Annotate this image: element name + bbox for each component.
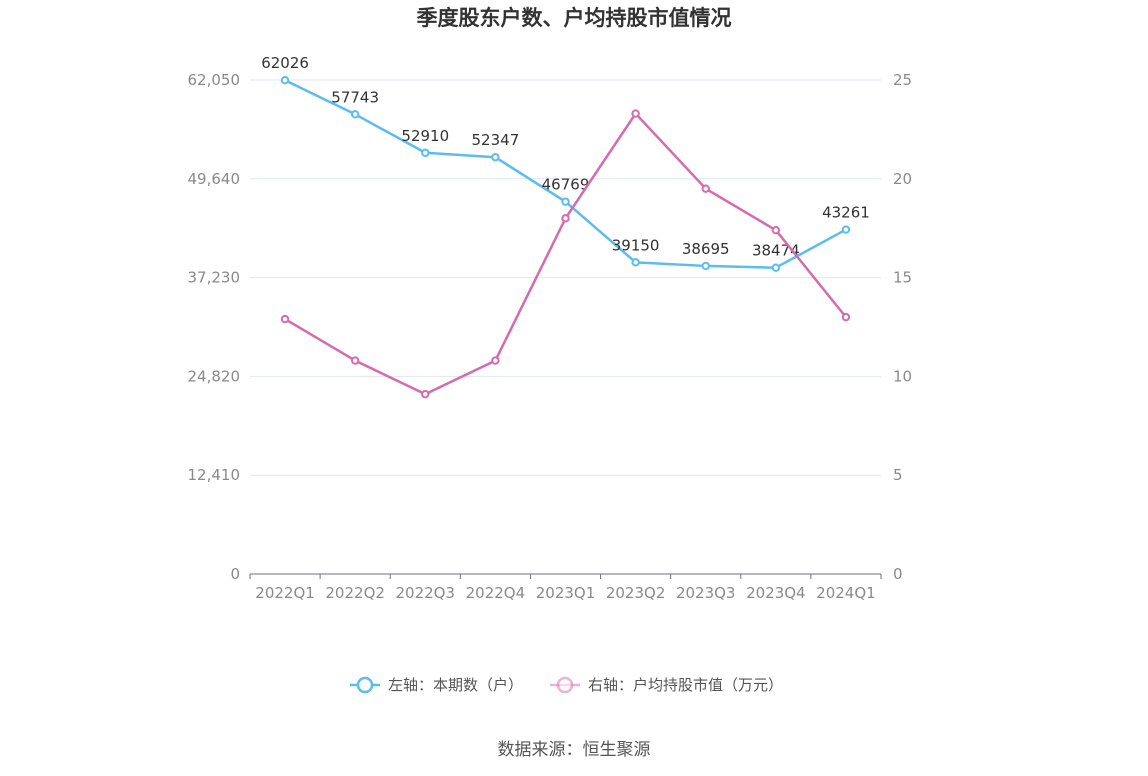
right-tick-label: 5	[893, 466, 903, 484]
legend-item-1[interactable]: 右轴：户均持股市值（万元）	[550, 676, 783, 694]
legend-label: 左轴：本期数（户）	[388, 676, 523, 694]
right-axis-ticks: 0 5 10 15 20 25	[893, 71, 912, 583]
left-tick-label: 37,230	[188, 269, 241, 287]
x-tick-label: 2023Q4	[746, 584, 806, 602]
data-label: 62026	[261, 54, 309, 72]
left-tick-label: 24,820	[188, 367, 241, 385]
data-point[interactable]	[771, 263, 781, 272]
data-point[interactable]	[421, 389, 430, 399]
data-point[interactable]	[280, 314, 290, 324]
x-axis-ticks: 2022Q1 2022Q2 2022Q3 2022Q4 2023Q1 2023Q2 2023…	[249, 574, 882, 602]
data-point[interactable]	[771, 225, 781, 235]
left-axis-ticks: 0 12,410 24,820 37,230 49,640 62,050	[188, 71, 241, 583]
right-tick-label: 25	[893, 71, 912, 89]
data-point[interactable]	[631, 258, 640, 267]
source-note: 数据来源：恒生聚源	[498, 740, 651, 760]
right-tick-label: 15	[893, 269, 912, 287]
data-point[interactable]	[280, 75, 290, 85]
x-tick-label: 2023Q1	[536, 584, 596, 602]
data-point[interactable]	[701, 261, 710, 271]
legend-label: 右轴：户均持股市值（万元）	[588, 676, 783, 694]
left-tick-label: 49,640	[188, 170, 241, 188]
data-label: 46769	[542, 176, 590, 194]
x-tick-label: 2022Q2	[325, 584, 385, 602]
x-tick-label: 2022Q3	[396, 584, 456, 602]
legend[interactable]: 左轴：本期数（户） 右轴：户均持股市值（万元）	[350, 676, 783, 694]
data-point[interactable]	[491, 153, 500, 162]
legend-marker	[556, 676, 574, 694]
right-tick-label: 20	[893, 170, 912, 188]
data-label: 39150	[612, 236, 660, 254]
left-tick-label: 12,410	[188, 466, 241, 484]
grid	[250, 79, 881, 476]
data-point[interactable]	[421, 148, 430, 157]
legend-item-0[interactable]: 左轴：本期数（户）	[350, 676, 523, 694]
x-tick-label: 2023Q2	[606, 584, 666, 602]
data-point[interactable]	[561, 197, 570, 206]
data-point[interactable]	[631, 109, 640, 118]
x-tick-label: 2023Q3	[676, 584, 736, 602]
data-point[interactable]	[841, 225, 851, 234]
left-tick-label: 0	[230, 565, 240, 583]
data-label: 43261	[822, 204, 870, 222]
right-tick-label: 0	[893, 565, 903, 583]
x-tick-label: 2022Q4	[466, 584, 526, 602]
data-point[interactable]	[491, 356, 500, 365]
data-point[interactable]	[350, 356, 360, 365]
legend-marker	[356, 676, 374, 694]
data-label: 57743	[331, 88, 379, 106]
data-label: 38695	[682, 240, 730, 258]
series-line-0	[284, 79, 847, 269]
left-tick-label: 62,050	[188, 71, 241, 89]
right-tick-label: 10	[893, 367, 912, 385]
data-point[interactable]	[350, 110, 360, 119]
data-label: 52910	[401, 127, 449, 145]
data-label: 52347	[472, 131, 520, 149]
x-tick-label: 2022Q1	[255, 584, 315, 602]
data-point[interactable]	[561, 214, 570, 223]
data-point[interactable]	[701, 184, 710, 193]
data-point[interactable]	[841, 312, 851, 322]
chart-title: 季度股东户数、户均持股市值情况	[417, 6, 732, 30]
x-tick-label: 2024Q1	[816, 584, 876, 602]
